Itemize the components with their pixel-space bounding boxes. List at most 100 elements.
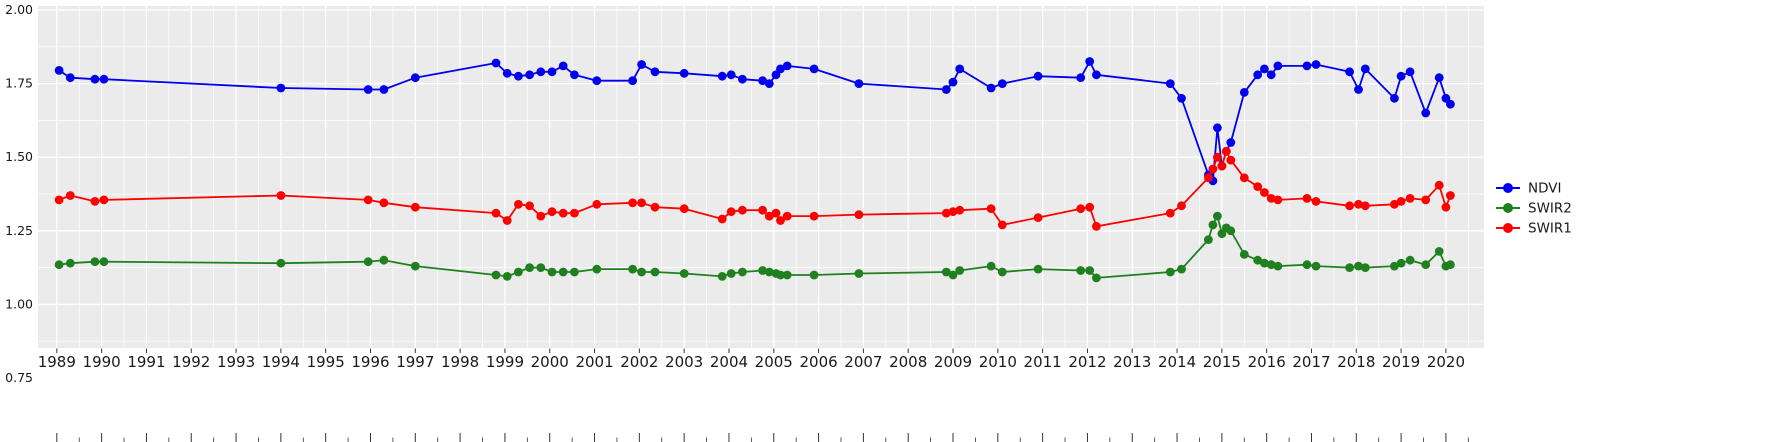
data-point [1311,197,1321,206]
series-swir2 [54,211,1455,283]
data-point [997,267,1007,277]
x-tick-label: 1998 [441,353,479,371]
data-point [410,261,420,271]
data-point [1354,199,1363,209]
data-point [1421,108,1431,118]
data-point [650,202,660,212]
data-point [717,214,727,224]
legend-key-dot-swir2-icon [1503,203,1513,213]
data-point [1266,260,1276,270]
data-point [948,207,958,217]
legend-label: SWIR2 [1528,201,1572,217]
data-point [986,204,996,214]
data-point [54,66,64,75]
data-point [738,267,747,277]
x-tick-label: 2007 [844,353,882,371]
data-point [1266,70,1276,80]
data-point [1390,199,1399,209]
x-tick-label: 2018 [1337,353,1375,371]
data-point [776,270,785,280]
data-point [941,208,951,218]
data-point [379,85,389,94]
data-point [1302,260,1312,270]
data-point [90,197,100,206]
data-point [558,267,568,277]
data-point [948,77,958,87]
data-point [276,191,286,200]
bottom-tick-row [56,433,1469,442]
data-point [948,270,958,280]
data-point [1273,195,1283,205]
data-point [514,71,523,81]
data-point [637,267,646,277]
data-point [99,195,109,205]
data-point [941,267,951,277]
data-point [776,216,785,225]
data-point [90,74,100,84]
x-tick-label: 1992 [172,353,210,371]
x-tick-label: 1990 [83,353,121,371]
data-point [637,198,646,208]
data-point [1345,67,1354,77]
data-point [1204,173,1213,183]
data-point [1226,226,1236,236]
data-point [726,70,736,80]
data-point [1092,222,1101,231]
data-point [997,220,1007,230]
data-point [1354,85,1363,94]
data-point [1273,61,1283,71]
data-point [1421,195,1431,205]
data-point [771,208,781,218]
data-point [547,207,557,217]
data-point [547,267,557,277]
x-tick-label: 1995 [307,353,345,371]
data-point [1434,180,1444,190]
data-point [1213,211,1222,221]
x-tick-label: 1991 [127,353,165,371]
data-point [514,267,523,277]
data-point [1177,93,1186,103]
data-point [986,83,996,93]
data-point [1165,79,1175,88]
data-point [1311,261,1321,271]
legend-item-swir1: SWIR1 [1496,221,1572,237]
legend-label: NDVI [1528,181,1561,197]
data-point [1360,64,1370,74]
data-point [558,61,568,71]
x-tick-label: 2001 [575,353,613,371]
data-point [1165,208,1175,218]
data-point [1405,255,1415,265]
x-tick-label: 2014 [1158,353,1196,371]
x-tick-label: 1996 [351,353,389,371]
data-point [1260,258,1269,268]
data-point [570,208,579,218]
data-point [1085,266,1095,275]
data-point [1226,138,1236,147]
data-point [65,73,75,83]
legend-label: SWIR1 [1528,221,1572,237]
data-point [558,208,568,218]
data-point [276,83,286,93]
data-point [592,199,602,209]
data-point [547,67,557,77]
data-point [1253,255,1263,265]
data-point [1273,261,1283,271]
x-tick-label: 2009 [934,353,972,371]
data-point [363,195,373,205]
data-point [1446,191,1455,200]
data-point [1213,152,1222,162]
data-point [1085,57,1095,66]
data-point [854,79,864,88]
data-point [536,67,546,77]
data-point [410,202,420,212]
data-point [1260,64,1269,74]
x-tick-label: 2010 [979,353,1017,371]
data-point [1239,173,1249,183]
data-point [570,267,579,277]
data-point [1396,197,1406,206]
data-point [738,205,747,215]
data-point [363,257,373,267]
data-point [1354,261,1363,271]
